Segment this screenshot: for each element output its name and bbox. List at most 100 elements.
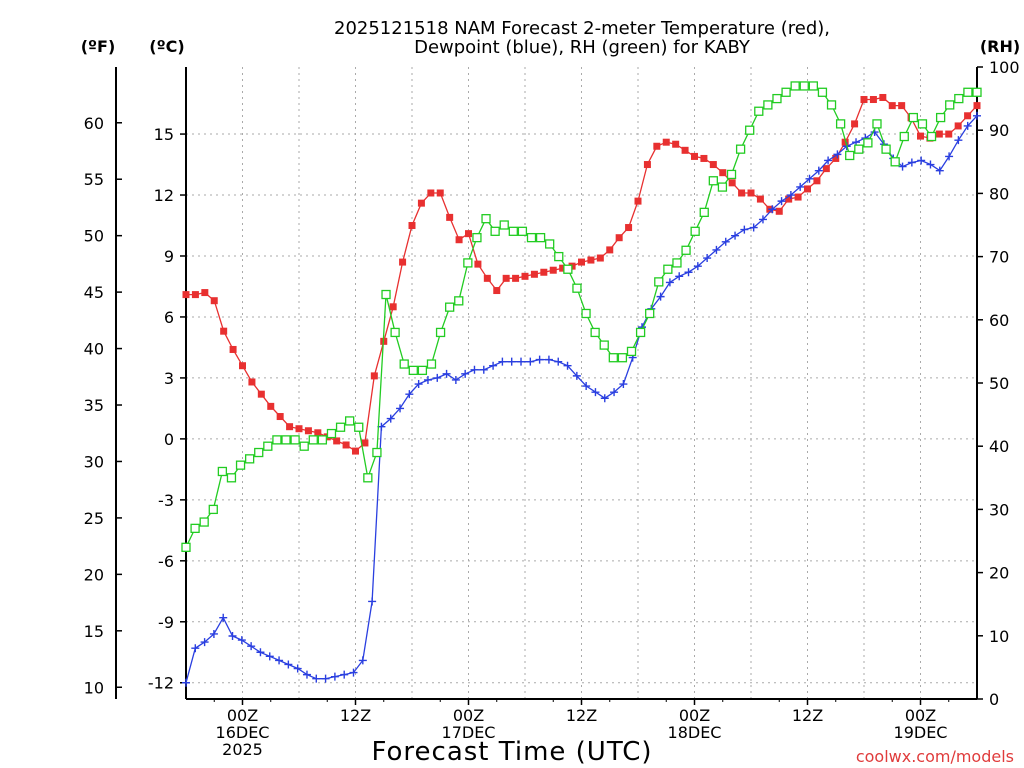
rh-point [899, 131, 909, 142]
temperature-point [229, 345, 237, 353]
temperature-point [643, 161, 651, 169]
temperature-point [869, 96, 877, 104]
dewpoint-point [610, 388, 619, 397]
temperature-point [625, 224, 633, 232]
fahrenheit-tick-label: 30 [84, 452, 104, 471]
temperature-point [596, 254, 604, 262]
dewpoint-point [535, 355, 544, 364]
temperature-point [917, 132, 924, 140]
rh-tick-label: 30 [989, 500, 1009, 519]
dewpoint-point [191, 644, 200, 653]
temperature-point [662, 138, 670, 146]
temperature-point [756, 195, 764, 203]
temperature-point [587, 256, 595, 264]
dewpoint-point [219, 613, 228, 622]
rh-point [654, 277, 664, 287]
dewpoint-point [907, 158, 916, 167]
rh-point [190, 523, 200, 534]
rh-point [726, 169, 737, 180]
dewpoint-point [479, 365, 488, 374]
rh-point [390, 327, 400, 338]
temperature-point [182, 291, 190, 299]
dewpoint-point [703, 254, 712, 263]
temperature-point [851, 120, 859, 128]
rh-point [254, 447, 264, 458]
x-tick-label: 12Z [340, 706, 371, 725]
dewpoint-point [423, 375, 432, 384]
rh-point [772, 93, 782, 104]
rh-point [399, 359, 409, 369]
rh-point [208, 504, 218, 515]
dewpoint-point [275, 656, 284, 665]
rh-point [854, 144, 864, 154]
temperature-point [540, 268, 548, 276]
rh-point [290, 435, 300, 445]
rh-point [781, 87, 791, 97]
dewpoint-point [182, 678, 190, 687]
temperature-point [832, 154, 840, 162]
axes: -12-9-6-30369121510152025303540455055600… [84, 58, 1020, 759]
temperature-point [333, 437, 341, 445]
temperature-point [267, 402, 275, 410]
dewpoint-point [786, 191, 795, 200]
dewpoint-point [963, 121, 972, 130]
rh-point [972, 87, 982, 97]
temperature-point [653, 142, 661, 150]
series-temperature [182, 93, 981, 455]
dewpoint-point [721, 237, 730, 246]
rh-point [817, 87, 828, 97]
dewpoint-point [758, 215, 767, 224]
dewpoint-point [265, 652, 274, 661]
rh-point [417, 365, 428, 376]
rh-tick-label: 0 [989, 690, 999, 709]
temperature-point [342, 441, 350, 449]
dewpoint-point [665, 278, 674, 287]
temperature-point [888, 102, 896, 110]
rh-point [663, 264, 673, 274]
rh-point [845, 150, 855, 161]
temperature-point [813, 177, 821, 185]
temperature-point [389, 303, 397, 311]
temperature-point [530, 270, 538, 278]
temperature-point [691, 152, 698, 160]
dewpoint-point [591, 388, 600, 397]
dewpoint-point [572, 371, 581, 380]
rh-point [181, 542, 191, 552]
rh-point [945, 100, 955, 110]
dewpoint-point [777, 197, 786, 206]
temperature-point [559, 264, 567, 272]
rh-tick-label: 90 [989, 121, 1009, 140]
temperature-point [399, 258, 407, 266]
rh-point [590, 327, 600, 338]
dewpoint-point [749, 223, 758, 232]
temperature-point [352, 447, 359, 455]
dewpoint-point [796, 182, 805, 191]
temperature-point [493, 287, 501, 295]
rh-point [526, 232, 537, 243]
dewpoint-point [926, 160, 935, 169]
rh-point [626, 346, 637, 357]
x-tick-label: 12Z [566, 706, 597, 725]
fahrenheit-tick-label: 55 [84, 170, 104, 189]
dewpoint-point [451, 375, 460, 384]
temperature-point [709, 161, 717, 169]
rh-point [872, 119, 882, 129]
temperature-point [785, 195, 793, 203]
x-tick-label: 00Z [679, 706, 710, 725]
rh-point [226, 473, 237, 483]
temperature-point [804, 185, 811, 193]
dewpoint-point [442, 369, 451, 378]
celsius-unit-label: (ºC) [149, 37, 184, 56]
rh-tick-label: 10 [989, 627, 1009, 646]
rh-point [435, 327, 446, 338]
dewpoint-point [935, 166, 944, 175]
temperature-point [483, 274, 491, 282]
temperature-point [314, 429, 322, 437]
fahrenheit-tick-label: 10 [84, 678, 104, 697]
rh-point [935, 112, 946, 123]
rh-point [281, 435, 291, 445]
temperature-point [747, 189, 755, 197]
temperature-point [794, 193, 802, 201]
rh-point [617, 353, 628, 363]
x-tick-label: 00Z [905, 706, 936, 725]
